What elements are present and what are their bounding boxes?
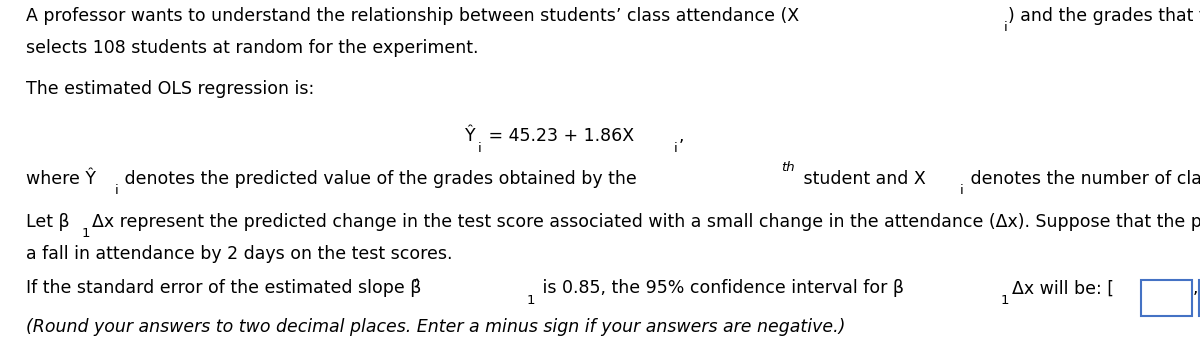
Text: i: i: [115, 184, 119, 197]
Text: Ŷ: Ŷ: [464, 127, 475, 145]
Text: 1: 1: [526, 293, 534, 306]
Text: i: i: [1003, 21, 1008, 34]
Text: 1: 1: [1001, 293, 1009, 306]
Text: ) and the grades that the students secure in the final exam (Y: ) and the grades that the students secur…: [1008, 7, 1200, 25]
Text: A professor wants to understand the relationship between students’ class attenda: A professor wants to understand the rela…: [26, 7, 799, 25]
Text: ,: ,: [1193, 280, 1198, 297]
Text: i: i: [960, 184, 964, 197]
Text: where Ŷ: where Ŷ: [26, 170, 96, 188]
Text: The estimated OLS regression is:: The estimated OLS regression is:: [26, 80, 314, 98]
Text: i: i: [478, 142, 482, 155]
Text: = 45.23 + 1.86X: = 45.23 + 1.86X: [482, 127, 634, 145]
Text: denotes the predicted value of the grades obtained by the: denotes the predicted value of the grade…: [119, 170, 643, 188]
Text: th: th: [781, 162, 794, 174]
Text: 1: 1: [82, 227, 90, 240]
Text: If the standard error of the estimated slope β̂: If the standard error of the estimated s…: [26, 279, 421, 297]
Text: Let β: Let β: [26, 213, 70, 231]
Text: denotes the number of classes the student attends.: denotes the number of classes the studen…: [965, 170, 1200, 188]
Text: Δx will be: [: Δx will be: [: [1012, 280, 1114, 297]
Text: student and X: student and X: [798, 170, 926, 188]
Text: Δx represent the predicted change in the test score associated with a small chan: Δx represent the predicted change in the…: [92, 213, 1200, 231]
Text: (Round your answers to two decimal places. Enter a minus sign if your answers ar: (Round your answers to two decimal place…: [26, 318, 846, 336]
Text: selects 108 students at random for the experiment.: selects 108 students at random for the e…: [26, 39, 479, 57]
Text: is 0.85, the 95% confidence interval for β: is 0.85, the 95% confidence interval for…: [536, 280, 904, 297]
Text: i: i: [674, 142, 678, 155]
Text: ,: ,: [679, 127, 684, 145]
Text: a fall in attendance by 2 days on the test scores.: a fall in attendance by 2 days on the te…: [26, 245, 452, 262]
FancyBboxPatch shape: [1141, 280, 1193, 316]
